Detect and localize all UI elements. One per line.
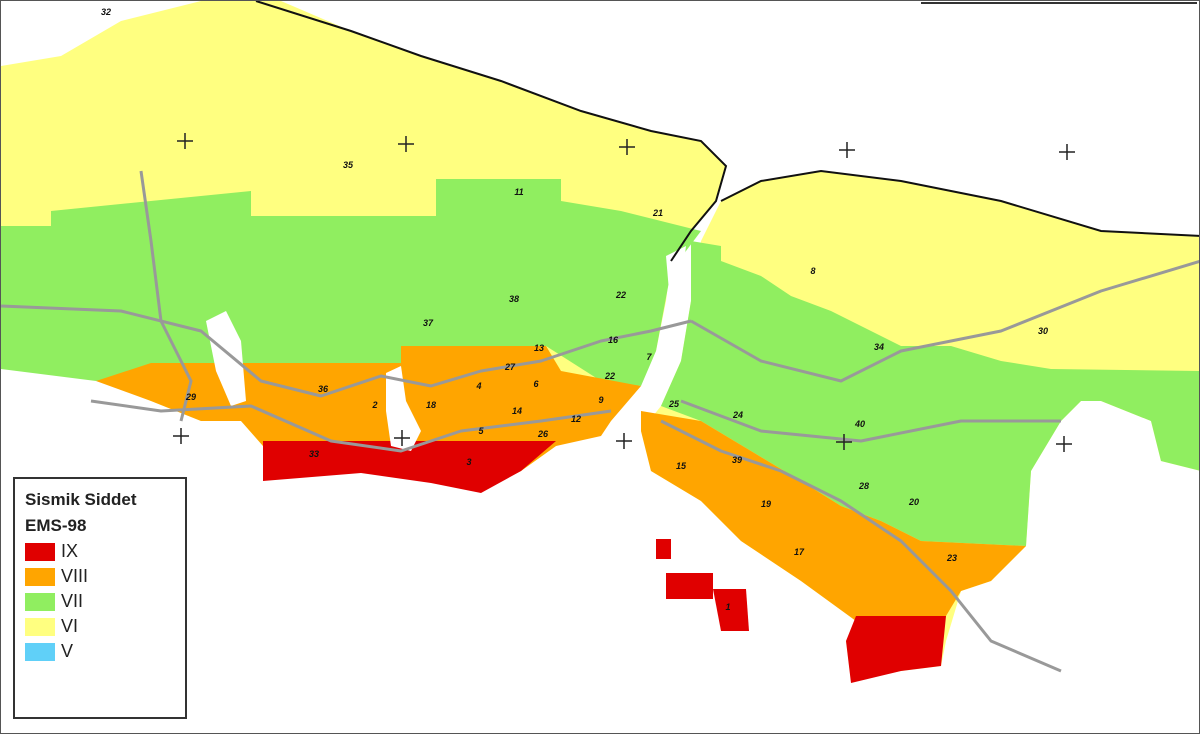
- district-label: 11: [514, 187, 523, 197]
- district-label: 27: [504, 362, 516, 372]
- coastline: [255, 1, 1199, 262]
- legend-item-viii: VIII: [25, 564, 175, 589]
- legend: Sismik Siddet EMS-98 IX VIII VII VI V: [13, 477, 187, 719]
- district-label: 36: [318, 384, 329, 394]
- district-label: 17: [794, 547, 805, 557]
- graticule-cross: [1059, 144, 1075, 160]
- district-label: 7: [646, 352, 652, 362]
- zone-asia-vii: [661, 241, 1199, 546]
- graticule-cross: [1056, 436, 1072, 452]
- district-label: 5: [478, 426, 484, 436]
- district-label: 37: [423, 318, 434, 328]
- district-label: 16: [608, 335, 619, 345]
- graticule-cross: [619, 139, 635, 155]
- district-label: 12: [571, 414, 581, 424]
- graticule-cross: [616, 433, 632, 449]
- district-label: 4: [475, 381, 481, 391]
- legend-swatch: [25, 642, 55, 661]
- roads: [1, 170, 1199, 673]
- legend-item-ix: IX: [25, 539, 175, 564]
- legend-swatch: [25, 542, 55, 561]
- district-label: 39: [732, 455, 742, 465]
- district-label: 25: [668, 399, 680, 409]
- district-label: 19: [761, 499, 771, 509]
- legend-title: Sismik Siddet: [25, 490, 137, 509]
- zone-island-ix: [713, 589, 749, 631]
- zone-lake: [206, 311, 246, 406]
- graticule-cross: [398, 136, 414, 152]
- legend-swatch: [25, 592, 55, 611]
- graticule-cross: [394, 430, 410, 446]
- legend-item-vii: VII: [25, 589, 175, 614]
- zone-lake: [386, 366, 421, 451]
- district-label: 2: [371, 400, 377, 410]
- zone-europe-vii: [1, 179, 701, 386]
- district-label: 8: [810, 266, 815, 276]
- district-label: 29: [185, 392, 196, 402]
- zone-island-ix: [656, 539, 671, 559]
- district-label: 3: [466, 457, 471, 467]
- graticule-crosses: [173, 133, 1075, 452]
- legend-swatch: [25, 567, 55, 586]
- district-label: 18: [426, 400, 436, 410]
- legend-item-v: V: [25, 639, 175, 664]
- district-label: 21: [652, 208, 663, 218]
- zone-asia-ix: [846, 616, 946, 683]
- district-label: 22: [615, 290, 626, 300]
- district-label: 13: [534, 343, 544, 353]
- district-label: 24: [732, 410, 743, 420]
- graticule-cross: [177, 133, 193, 149]
- district-label: 28: [858, 481, 869, 491]
- district-label: 6: [533, 379, 539, 389]
- district-label: 38: [509, 294, 519, 304]
- district-label: 1: [725, 602, 730, 612]
- district-label: 14: [512, 406, 522, 416]
- zone-island-ix: [666, 573, 713, 599]
- district-label: 22: [604, 371, 615, 381]
- district-label: 26: [537, 429, 549, 439]
- district-label: 30: [1038, 326, 1048, 336]
- graticule-cross: [173, 428, 189, 444]
- graticule-cross: [839, 142, 855, 158]
- legend-swatch: [25, 617, 55, 636]
- legend-subtitle: EMS-98: [25, 516, 87, 535]
- zone-lake: [666, 246, 686, 291]
- district-label: 20: [908, 497, 919, 507]
- district-label: 40: [854, 419, 865, 429]
- district-label: 34: [874, 342, 884, 352]
- district-label: 35: [343, 160, 354, 170]
- legend-item-vi: VI: [25, 614, 175, 639]
- district-label: 32: [101, 7, 111, 17]
- district-label: 9: [598, 395, 603, 405]
- district-label: 23: [946, 553, 957, 563]
- graticule-cross: [836, 434, 852, 450]
- zone-europe-ix: [263, 441, 556, 493]
- district-label: 33: [309, 449, 319, 459]
- district-label: 15: [676, 461, 687, 471]
